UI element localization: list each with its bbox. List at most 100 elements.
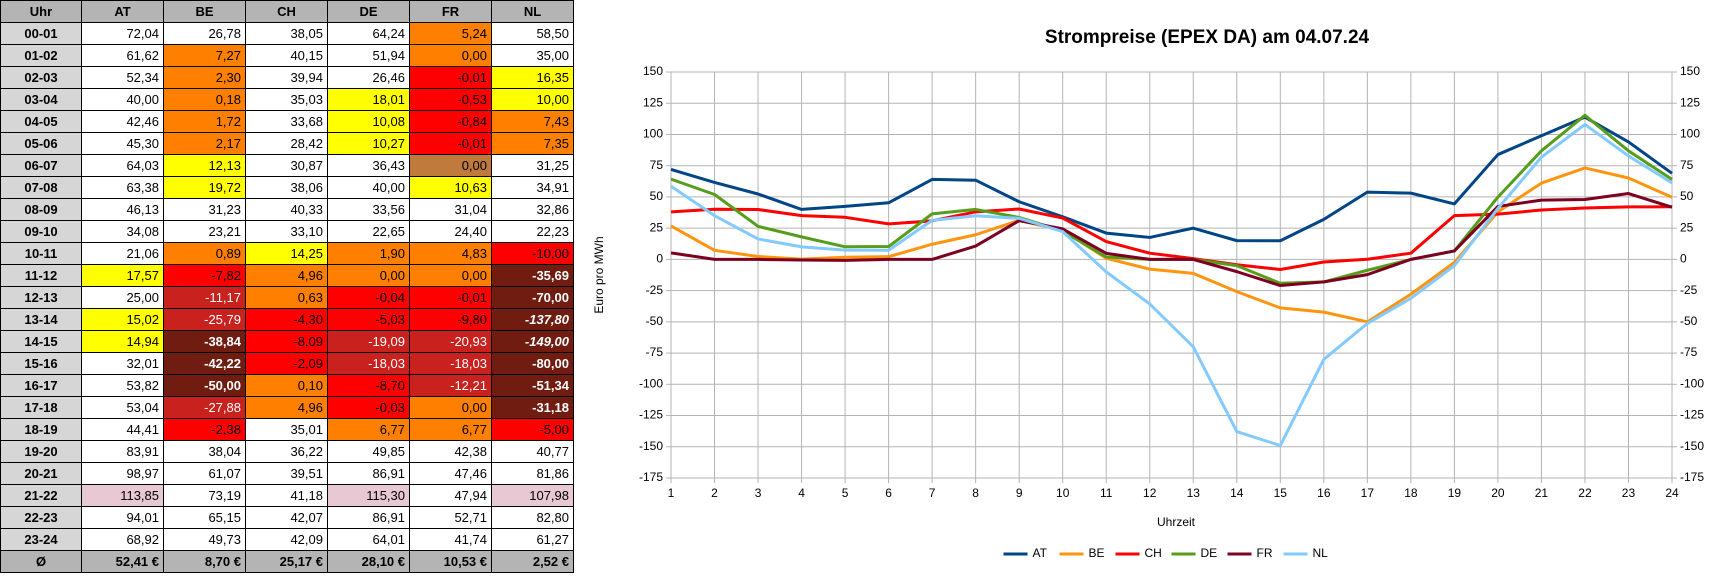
- price-cell: 31,25: [491, 154, 574, 177]
- price-cell: 1,90: [327, 242, 410, 265]
- y-tick-label: 150: [643, 64, 663, 78]
- y-tick-label: 25: [650, 220, 664, 234]
- y2-tick-label: 75: [1680, 158, 1694, 172]
- y-tick-label: 0: [656, 252, 663, 266]
- column-header: CH: [245, 0, 328, 23]
- average-cell: 10,53 €: [409, 550, 492, 573]
- price-cell: 44,41: [81, 418, 164, 441]
- price-cell: 33,10: [245, 220, 328, 243]
- series-line: [670, 122, 1673, 448]
- series-line: [670, 205, 1673, 271]
- price-cell: -0,01: [409, 132, 492, 155]
- table-row: 21-22 113,85 73,19 41,18 115,30 47,94 107,98: [0, 484, 574, 507]
- x-tick-label: 4: [798, 486, 805, 500]
- y-tick-label: 100: [643, 127, 663, 141]
- price-cell: 7,35: [491, 132, 574, 155]
- x-tick-label: 17: [1361, 486, 1375, 500]
- y-tick-label: -175: [639, 470, 663, 484]
- hour-cell: 14-15: [0, 330, 82, 353]
- price-cell: 38,06: [245, 176, 328, 199]
- price-cell: 34,08: [81, 220, 164, 243]
- x-tick-label: 23: [1622, 486, 1636, 500]
- x-tick-label: 20: [1491, 486, 1505, 500]
- price-cell: -137,80: [491, 308, 574, 331]
- price-cell: 0,00: [409, 154, 492, 177]
- price-cell: 81,86: [491, 462, 574, 485]
- price-cell: 39,51: [245, 462, 328, 485]
- price-cell: 49,85: [327, 440, 410, 463]
- hour-cell: 22-23: [0, 506, 82, 529]
- column-header: Uhr: [0, 0, 82, 23]
- price-cell: 0,89: [163, 242, 246, 265]
- price-cell: 30,87: [245, 154, 328, 177]
- price-cell: 45,30: [81, 132, 164, 155]
- price-cell: 0,10: [245, 374, 328, 397]
- hour-cell: 13-14: [0, 308, 82, 331]
- hour-cell: 21-22: [0, 484, 82, 507]
- price-cell: 42,07: [245, 506, 328, 529]
- legend-label: FR: [1257, 546, 1273, 560]
- price-cell: 38,05: [245, 22, 328, 45]
- price-cell: 61,07: [163, 462, 246, 485]
- table-row: 06-07 64,03 12,13 30,87 36,43 0,00 31,25: [0, 154, 574, 177]
- y2-tick-label: 50: [1680, 189, 1694, 203]
- price-cell: 33,68: [245, 110, 328, 133]
- y2-tick-label: 150: [1680, 64, 1700, 78]
- price-cell: 64,03: [81, 154, 164, 177]
- x-tick-label: 16: [1317, 486, 1331, 500]
- price-cell: 10,08: [327, 110, 410, 133]
- series-line: [670, 192, 1673, 288]
- hour-cell: 03-04: [0, 88, 82, 111]
- price-cell: 36,43: [327, 154, 410, 177]
- price-cell: 2,17: [163, 132, 246, 155]
- price-cell: 10,27: [327, 132, 410, 155]
- price-cell: 113,85: [81, 484, 164, 507]
- legend-label: BE: [1089, 546, 1105, 560]
- x-axis-label: Uhrzeit: [1157, 515, 1196, 529]
- price-cell: 64,01: [327, 528, 410, 551]
- price-cell: 5,24: [409, 22, 492, 45]
- y-tick-label: -100: [639, 376, 663, 390]
- price-cell: 25,00: [81, 286, 164, 309]
- table-row: 19-20 83,91 38,04 36,22 49,85 42,38 40,77: [0, 440, 574, 463]
- y2-tick-label: -25: [1680, 283, 1698, 297]
- table-row: 17-18 53,04 -27,88 4,96 -0,03 0,00 -31,18: [0, 396, 574, 419]
- price-cell: -18,03: [409, 352, 492, 375]
- average-cell: 25,17 €: [245, 550, 328, 573]
- price-cell: -27,88: [163, 396, 246, 419]
- price-cell: 115,30: [327, 484, 410, 507]
- table-row: 10-11 21,06 0,89 14,25 1,90 4,83 -10,00: [0, 242, 574, 265]
- price-cell: -50,00: [163, 374, 246, 397]
- x-tick-label: 24: [1665, 486, 1679, 500]
- x-tick-label: 12: [1143, 486, 1157, 500]
- price-cell: 52,34: [81, 66, 164, 89]
- x-tick-label: 13: [1187, 486, 1201, 500]
- price-cell: 64,24: [327, 22, 410, 45]
- price-cell: -38,84: [163, 330, 246, 353]
- x-tick-label: 8: [972, 486, 979, 500]
- price-cell: -0,04: [327, 286, 410, 309]
- price-cell: 86,91: [327, 506, 410, 529]
- table-row: 05-06 45,30 2,17 28,42 10,27 -0,01 7,35: [0, 132, 574, 155]
- price-cell: 0,00: [409, 396, 492, 419]
- price-cell: 68,92: [81, 528, 164, 551]
- price-cell: 4,96: [245, 396, 328, 419]
- chart: Strompreise (EPEX DA) am 04.07.24 Uhrzei…: [578, 0, 1711, 580]
- price-cell: 17,57: [81, 264, 164, 287]
- price-cell: 83,91: [81, 440, 164, 463]
- price-cell: 4,83: [409, 242, 492, 265]
- y-tick-label: -25: [646, 283, 664, 297]
- y-tick-label: 125: [643, 95, 663, 109]
- price-cell: 10,63: [409, 176, 492, 199]
- price-cell: 0,00: [409, 44, 492, 67]
- x-tick-label: 19: [1448, 486, 1462, 500]
- y-tick-label: -50: [646, 314, 664, 328]
- average-cell: 8,70 €: [163, 550, 246, 573]
- price-cell: 53,82: [81, 374, 164, 397]
- table-row: Uhr AT BE CH DE FR NL: [0, 0, 574, 23]
- y-tick-label: -125: [639, 408, 663, 422]
- price-cell: -70,00: [491, 286, 574, 309]
- column-header: BE: [163, 0, 246, 23]
- price-cell: -7,82: [163, 264, 246, 287]
- table-row: 13-14 15,02 -25,79 -4,30 -5,03 -9,80 -137,80: [0, 308, 574, 331]
